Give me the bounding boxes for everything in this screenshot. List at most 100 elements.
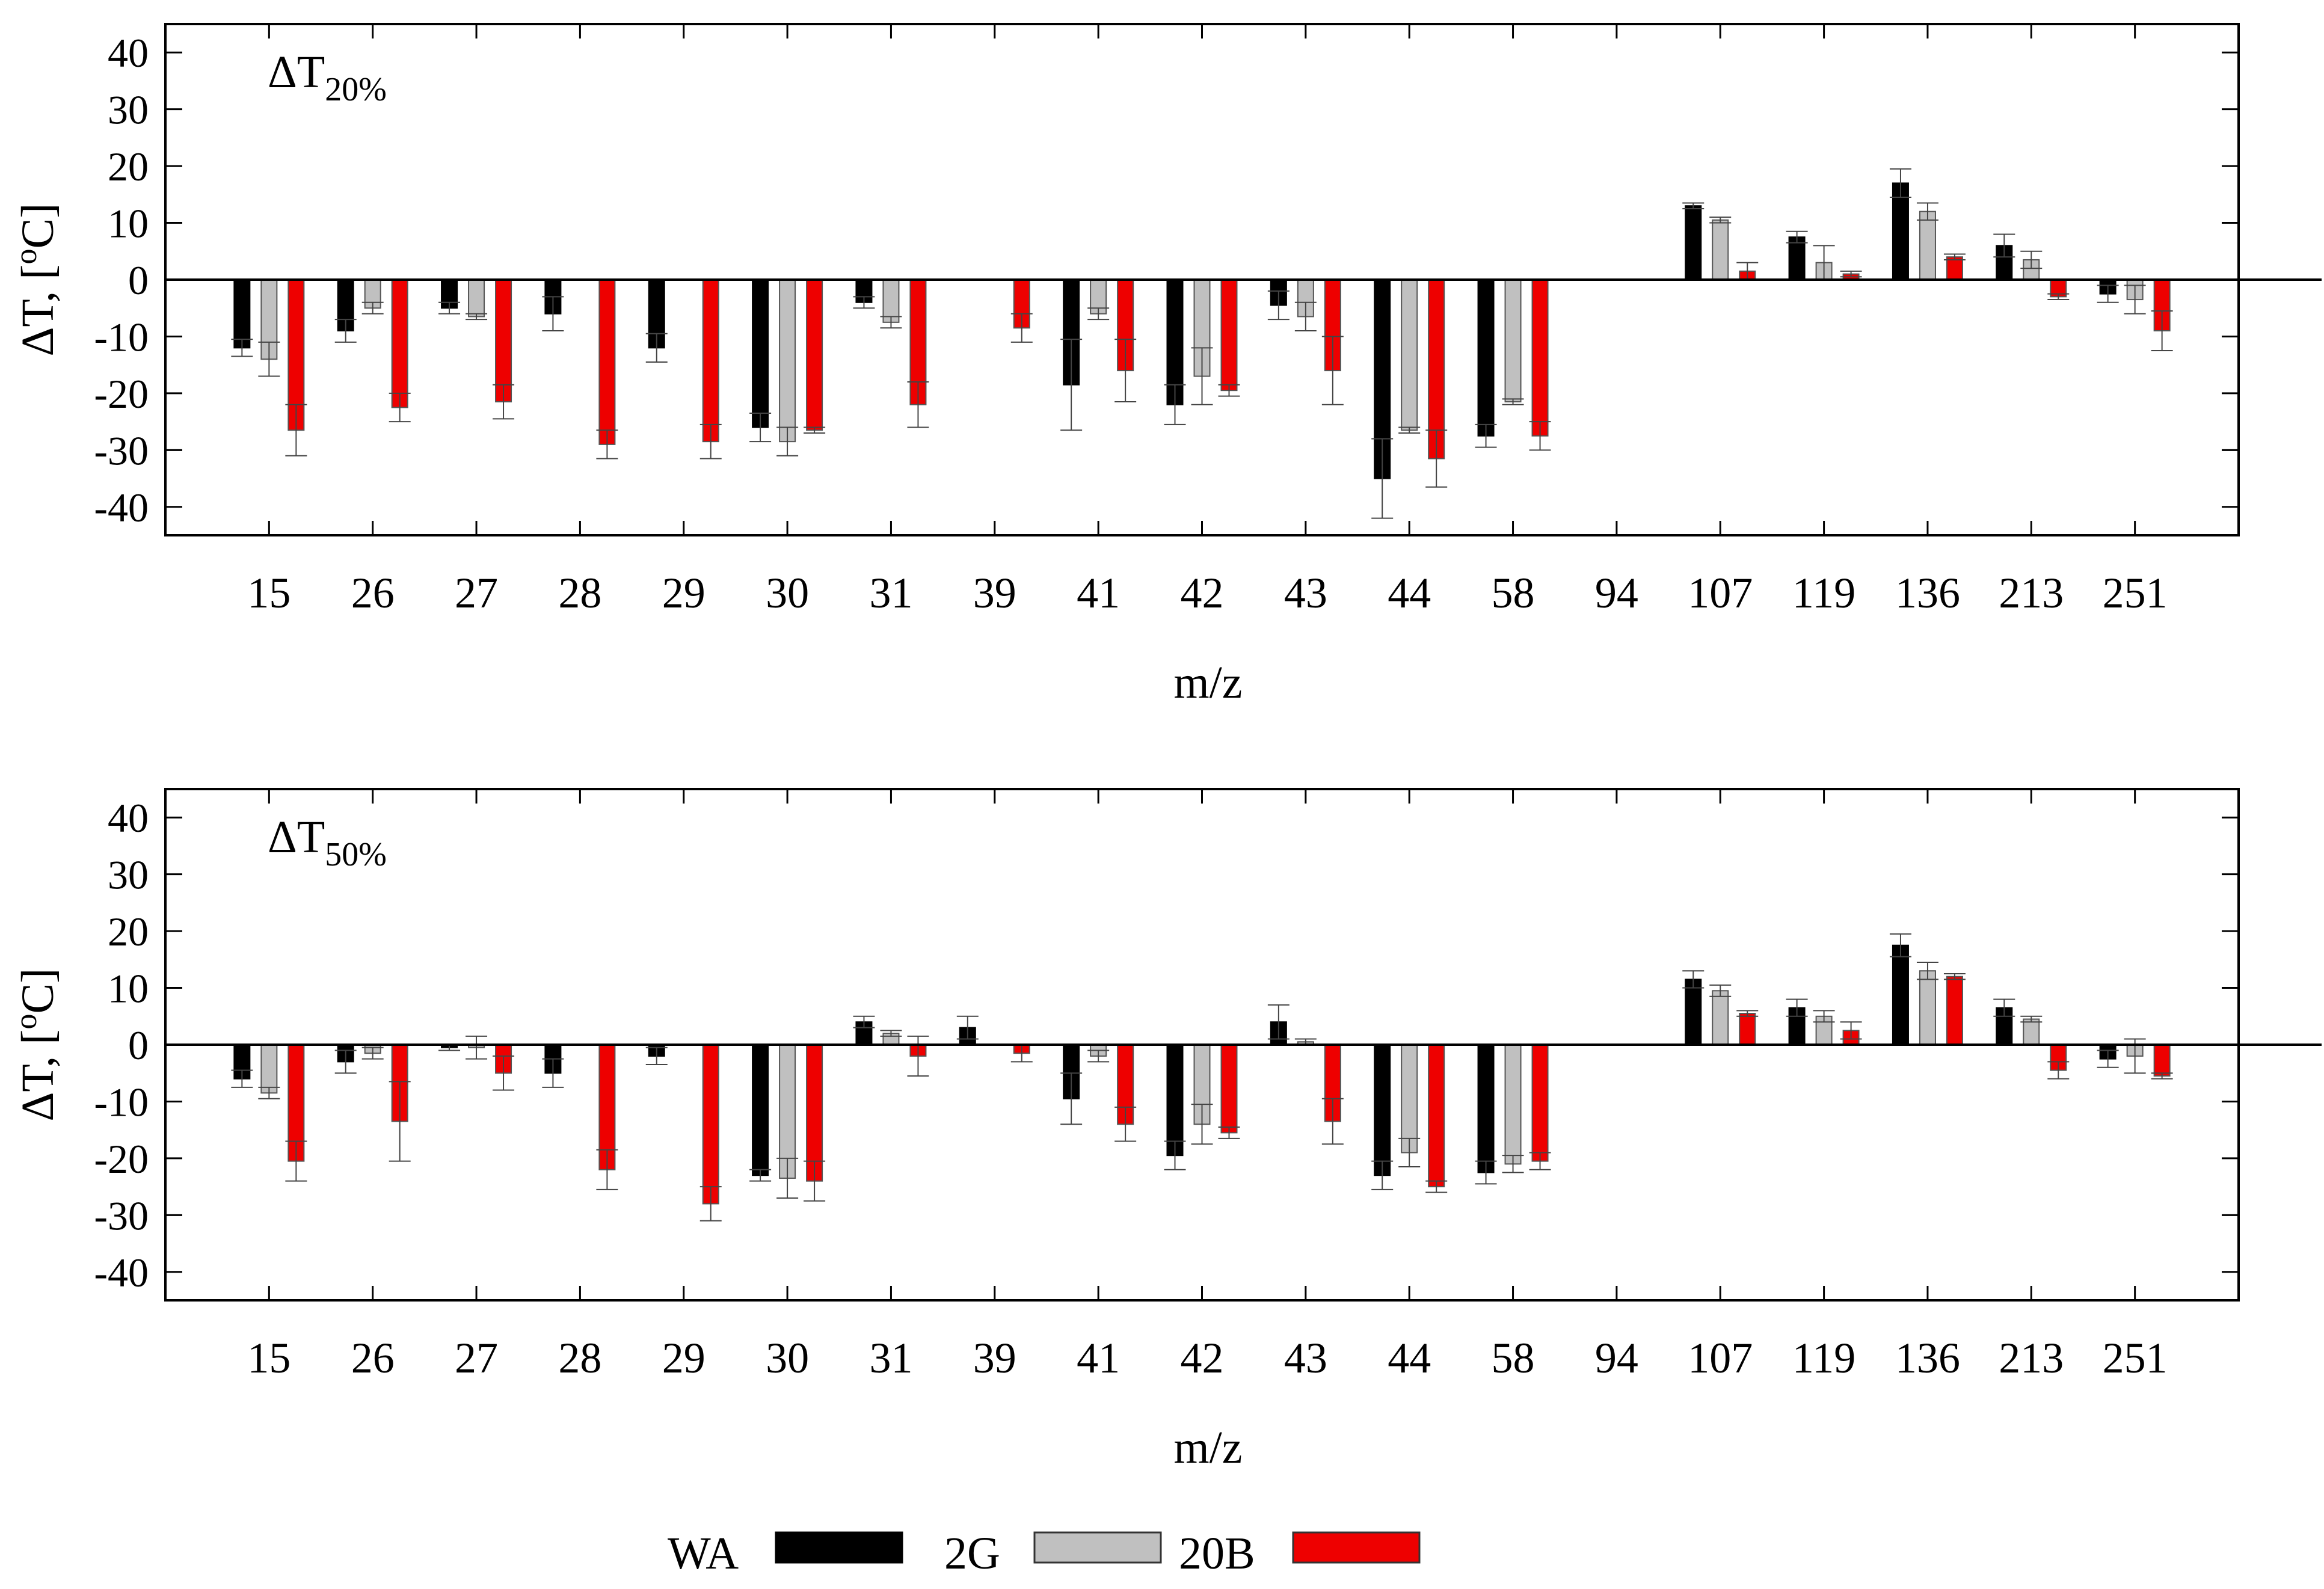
x-tick-label: 26 [351, 569, 395, 617]
x-tick-label: 29 [662, 569, 706, 617]
bar-20b [702, 279, 719, 443]
y-tick-label: -20 [94, 371, 149, 417]
x-tick-label: 39 [973, 1334, 1016, 1382]
x-tick-label: 43 [1284, 569, 1327, 617]
bar-wa [752, 279, 769, 428]
x-tick-label: 251 [2103, 569, 2168, 617]
x-tick-label: 43 [1284, 1334, 1327, 1382]
x-tick-label: 31 [869, 1334, 912, 1382]
y-tick-label: 20 [108, 909, 149, 954]
x-tick-label: 58 [1492, 569, 1535, 617]
bar-2g [1712, 990, 1729, 1046]
y-tick-label: -30 [94, 428, 149, 473]
y-tick-label: -30 [94, 1193, 149, 1238]
bar-wa [1685, 979, 1702, 1046]
y-tick-label: 0 [128, 1022, 149, 1068]
x-tick-label: 107 [1688, 1334, 1753, 1382]
x-tick-label: 42 [1181, 569, 1224, 617]
y-tick-label: 40 [108, 795, 149, 841]
y-axis-label: ΔT, [oC] [9, 203, 63, 357]
x-tick-label: 42 [1181, 1334, 1224, 1382]
bar-2g [1401, 1044, 1418, 1154]
bar-wa [752, 1044, 769, 1176]
bar-20b [806, 279, 823, 431]
panel-label-subscript: 50% [325, 836, 387, 873]
x-tick-label: 41 [1077, 1334, 1120, 1382]
y-tick-label: -20 [94, 1136, 149, 1182]
bar-20b [391, 279, 408, 408]
x-tick-label: 15 [247, 569, 290, 617]
bar-20b [1531, 1044, 1549, 1162]
chart-panel-50: -40 -30 -20 -10 0 10 20 30 40 15 26 27 28 29 30 31 39 41 4… [9, 788, 2322, 1473]
x-tick-label: 94 [1595, 569, 1638, 617]
legend-swatch-20b [1292, 1531, 1421, 1564]
bar-2g [882, 279, 900, 323]
panel-label-main: ΔT [268, 47, 325, 97]
y-axis-label-sup: o [9, 249, 43, 265]
bar-wa [1374, 1044, 1391, 1176]
legend-swatch-2g [1033, 1531, 1162, 1564]
panel-label: ΔT20% [268, 47, 387, 108]
bar-wa [1166, 279, 1184, 405]
bar-20b [1531, 279, 1549, 437]
x-tick-label: 44 [1388, 1334, 1431, 1382]
bar-20b [2153, 1044, 2171, 1077]
x-tick-label: 213 [1999, 569, 2064, 617]
bar-wa [233, 279, 251, 349]
x-tick-label: 41 [1077, 569, 1120, 617]
bar-wa [1477, 279, 1495, 437]
bar-2g [1919, 211, 1936, 280]
bar-2g [1504, 279, 1522, 403]
x-tick-label: 44 [1388, 569, 1431, 617]
y-axis-label: ΔT, [oC] [9, 968, 63, 1122]
bar-wa [1788, 236, 1806, 280]
y-tick-label: 10 [108, 201, 149, 247]
x-tick-label: 29 [662, 1334, 706, 1382]
x-tick-label: 31 [869, 569, 912, 617]
chart-panel-20: -40 -30 -20 -10 0 10 20 30 40 15 26 27 28 29 30 31 39 41 4… [9, 23, 2322, 708]
bar-2g [1919, 970, 1936, 1045]
x-tick-label: 136 [1895, 569, 1960, 617]
legend-swatch-wa [775, 1531, 903, 1564]
y-tick-label: 30 [108, 852, 149, 898]
x-axis-label: m/z [1174, 1422, 1243, 1473]
y-tick-label: 0 [128, 257, 149, 303]
bar-2g [1401, 279, 1418, 431]
bar-wa [1892, 944, 1909, 1045]
x-tick-label: 213 [1999, 1334, 2064, 1382]
legend-label-2g: 2G [944, 1528, 1000, 1579]
panel-label-main: ΔT [268, 812, 325, 862]
bar-2g [468, 279, 485, 318]
x-tick-label: 30 [766, 569, 809, 617]
x-tick-label: 26 [351, 1334, 395, 1382]
bar-2g [1712, 219, 1729, 281]
x-tick-label: 27 [455, 1334, 498, 1382]
x-tick-label: 94 [1595, 1334, 1638, 1382]
y-axis-label-end: C] [13, 203, 63, 249]
y-axis-label-main: ΔT, [ [13, 265, 63, 357]
y-axis-label-sup: o [9, 1014, 43, 1030]
bar-wa [1166, 1044, 1184, 1157]
legend-label-20b: 20B [1179, 1528, 1255, 1579]
bar-20b [1220, 279, 1238, 392]
y-tick-label: 10 [108, 966, 149, 1012]
x-tick-label: 39 [973, 569, 1016, 617]
y-axis-label-end: C] [13, 968, 63, 1014]
bar-20b [598, 279, 616, 445]
panel-label-subscript: 20% [325, 71, 387, 108]
bar-20b [702, 1044, 719, 1205]
x-tick-label: 119 [1792, 1334, 1855, 1382]
x-tick-label: 58 [1492, 1334, 1535, 1382]
bar-20b [1946, 976, 1963, 1045]
bar-2g [1504, 1044, 1522, 1165]
bar-wa [1477, 1044, 1495, 1173]
x-tick-label: 30 [766, 1334, 809, 1382]
x-tick-label: 107 [1688, 569, 1753, 617]
legend: WA 2G 20B [668, 1528, 1421, 1579]
x-tick-label: 28 [558, 1334, 601, 1382]
x-tick-label: 251 [2103, 1334, 2168, 1382]
y-axis-label-main: ΔT, [ [13, 1030, 63, 1122]
y-tick-label: -40 [94, 485, 149, 530]
bar-20b [1220, 1044, 1238, 1134]
x-tick-label: 28 [558, 569, 601, 617]
